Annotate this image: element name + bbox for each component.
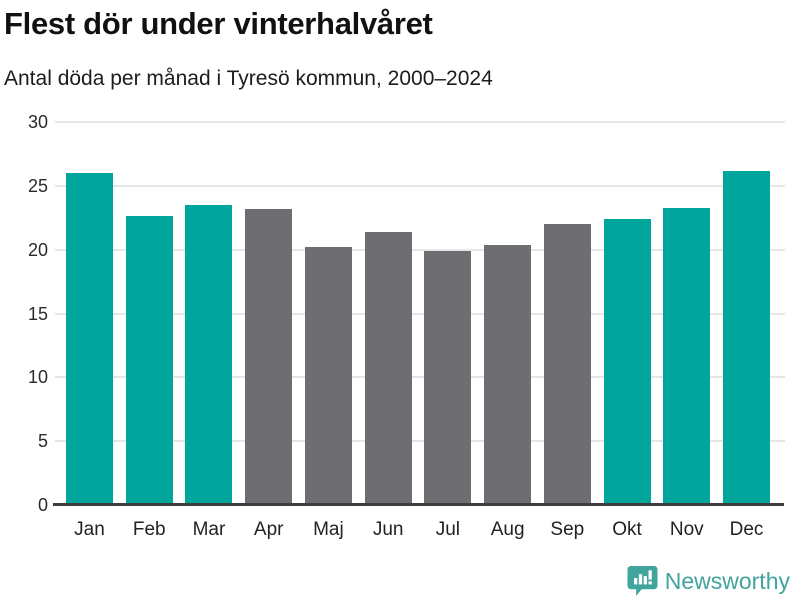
bar-feb [125,216,173,505]
bar-jun [364,231,412,505]
chart-subtitle: Antal döda per månad i Tyresö kommun, 20… [4,67,493,90]
x-tick-label: Maj [313,519,344,540]
bar-aug [484,244,532,505]
chart-title: Flest dör under vinterhalvåret [4,6,433,41]
x-tick-label: Nov [669,519,704,540]
newsworthy-logo-icon [627,565,658,597]
gridline [55,184,785,187]
gridline [55,121,785,123]
x-tick-label: Dec [729,519,764,540]
bar-jan [66,173,113,505]
y-tick-label: 20 [27,239,48,260]
x-tick-label: Jul [435,519,461,540]
x-axis-line [53,503,784,506]
x-tick-label: Okt [612,519,642,540]
bar-okt [603,219,651,505]
gridline [55,312,785,315]
gridline [55,440,785,443]
x-tick-label: Jun [372,519,404,540]
bar-jul [424,250,472,505]
y-tick-label: 30 [27,112,48,132]
gridline [55,248,785,251]
bar-apr [245,208,293,505]
y-tick-label: 5 [37,431,48,452]
x-tick-label: Aug [490,519,525,540]
x-tick-label: Feb [132,519,166,540]
brand-name: Newsworthy [664,567,790,594]
plot-area [55,121,785,505]
y-tick-label: 10 [27,367,48,388]
bar-sep [543,224,591,505]
y-tick-label: 0 [37,495,48,515]
bar-mar [185,204,233,505]
bar-dec [723,170,771,505]
x-tick-label: Jan [74,519,105,540]
y-tick-label: 15 [27,303,48,324]
x-tick-label: Apr [253,519,284,540]
bar-nov [663,207,711,505]
gridline [55,376,785,379]
bar-maj [304,247,352,505]
y-tick-label: 25 [27,175,48,196]
brand-footer: Newsworthy [627,565,790,597]
x-tick-label: Sep [550,519,585,540]
x-tick-label: Mar [192,519,226,540]
